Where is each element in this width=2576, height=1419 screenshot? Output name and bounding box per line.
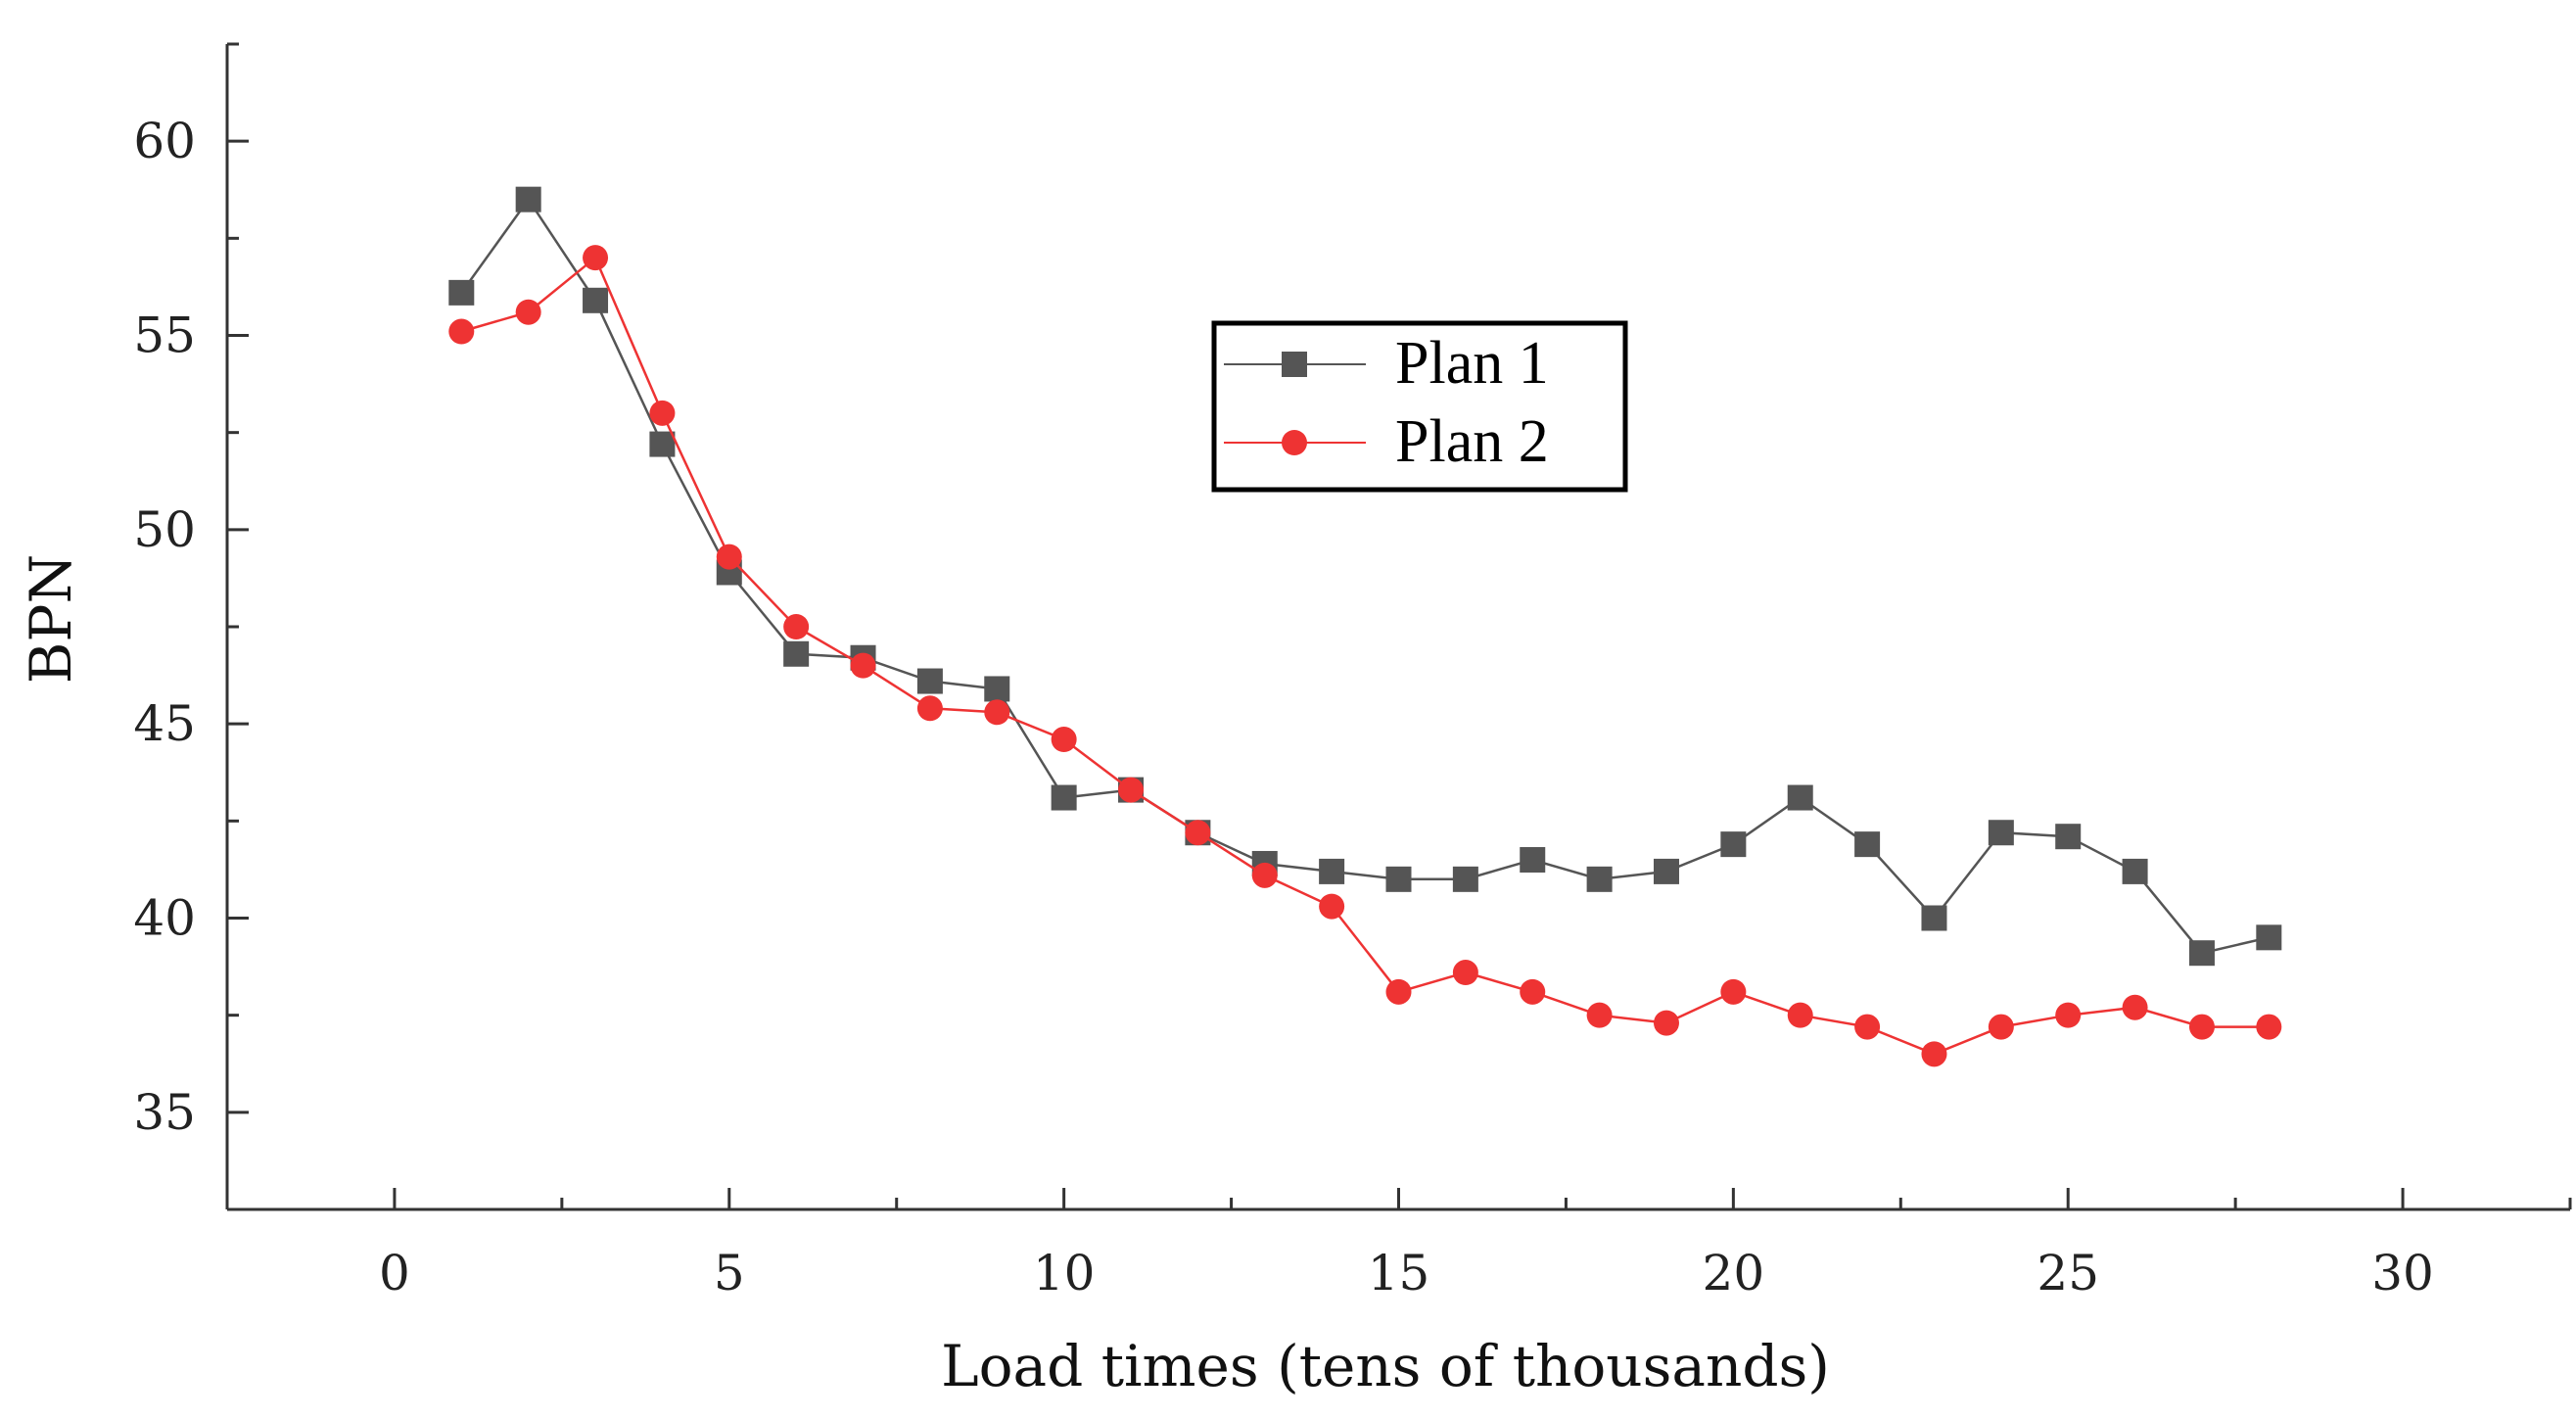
x-tick-label: 20	[1703, 1245, 1765, 1301]
data-point-plan-2	[1921, 1041, 1947, 1067]
series-plan-2	[448, 245, 2282, 1067]
data-point-plan-2	[984, 699, 1010, 726]
data-point-plan-2	[916, 695, 943, 722]
legend-label-plan-2: Plan 2	[1395, 408, 1549, 475]
y-tick-label: 50	[133, 501, 196, 558]
y-tick-label: 45	[133, 695, 196, 752]
data-point-plan-1	[1051, 784, 1077, 811]
data-point-plan-2	[583, 245, 609, 271]
axes: 0 5 10 15 20 25 30 35 40 45 50 55 60	[133, 42, 2572, 1301]
data-point-plan-1	[2122, 858, 2148, 884]
y-tick-label: 55	[133, 307, 196, 364]
data-point-plan-2	[1118, 777, 1145, 803]
data-point-plan-2	[1520, 978, 1546, 1005]
data-point-plan-2	[1787, 1002, 1813, 1028]
legend-marker-plan-1	[1282, 352, 1307, 377]
data-point-plan-1	[1586, 866, 1613, 892]
data-point-plan-1	[1988, 820, 2014, 846]
data-point-plan-2	[1586, 1002, 1613, 1028]
data-point-plan-2	[783, 614, 810, 639]
legend-box	[1211, 320, 1628, 493]
data-point-plan-1	[916, 668, 943, 694]
data-point-plan-2	[1185, 820, 1211, 846]
data-point-plan-2	[1385, 978, 1412, 1005]
data-point-plan-1	[1787, 784, 1813, 811]
x-tick-label: 5	[714, 1245, 745, 1301]
data-point-plan-2	[2055, 1002, 2082, 1028]
data-point-plan-1	[783, 640, 810, 667]
data-point-plan-2	[1854, 1014, 1881, 1040]
data-point-plan-2	[1319, 893, 1345, 920]
data-point-plan-1	[583, 287, 609, 313]
data-point-plan-2	[448, 318, 475, 345]
data-point-plan-1	[1921, 905, 1947, 931]
data-point-plan-1	[1653, 858, 1679, 884]
data-point-plan-1	[649, 431, 676, 457]
data-point-plan-2	[515, 299, 541, 325]
x-axis-title: Load times (tens of thousands)	[941, 1333, 1830, 1399]
data-point-plan-1	[1520, 847, 1546, 873]
data-point-plan-1	[448, 279, 475, 306]
data-point-plan-1	[2188, 940, 2215, 967]
data-point-plan-1	[1452, 866, 1478, 892]
series-plan-1	[448, 186, 2282, 967]
y-tick-label: 35	[133, 1084, 196, 1141]
x-tick-label: 15	[1368, 1245, 1430, 1301]
series-line-plan-1	[460, 197, 2270, 955]
data-point-plan-2	[1051, 727, 1077, 753]
data-point-plan-1	[1319, 858, 1345, 884]
data-point-plan-1	[1720, 831, 1747, 858]
data-point-plan-2	[2256, 1014, 2282, 1040]
data-point-plan-2	[1452, 960, 1478, 986]
series-layer	[448, 186, 2282, 1067]
series-line-plan-2	[460, 256, 2270, 1056]
data-point-plan-1	[1385, 866, 1412, 892]
data-point-plan-2	[716, 544, 742, 570]
x-tick-label: 30	[2371, 1245, 2434, 1301]
data-point-plan-2	[1251, 862, 1278, 888]
legend-label-plan-1: Plan 1	[1395, 330, 1549, 397]
data-point-plan-1	[1854, 831, 1881, 858]
data-point-plan-1	[984, 676, 1010, 702]
x-tick-label: 10	[1033, 1245, 1096, 1301]
y-axis-title: BPN	[18, 554, 84, 684]
data-point-plan-1	[515, 186, 541, 213]
y-tick-label: 60	[133, 113, 196, 169]
data-point-plan-1	[2256, 924, 2282, 951]
data-point-plan-2	[2188, 1014, 2215, 1040]
data-point-plan-2	[1720, 978, 1747, 1005]
y-tick-label: 40	[133, 890, 196, 947]
data-point-plan-1	[2055, 824, 2082, 850]
data-point-plan-2	[1653, 1010, 1679, 1036]
data-point-plan-2	[2122, 994, 2148, 1020]
legend: Plan 1 Plan 2	[1211, 320, 1628, 493]
x-tick-label: 25	[2037, 1245, 2099, 1301]
x-tick-label: 0	[379, 1245, 410, 1301]
data-point-plan-2	[1988, 1014, 2014, 1040]
legend-marker-plan-2	[1282, 430, 1307, 455]
data-point-plan-2	[649, 400, 676, 426]
data-point-plan-2	[850, 652, 876, 679]
